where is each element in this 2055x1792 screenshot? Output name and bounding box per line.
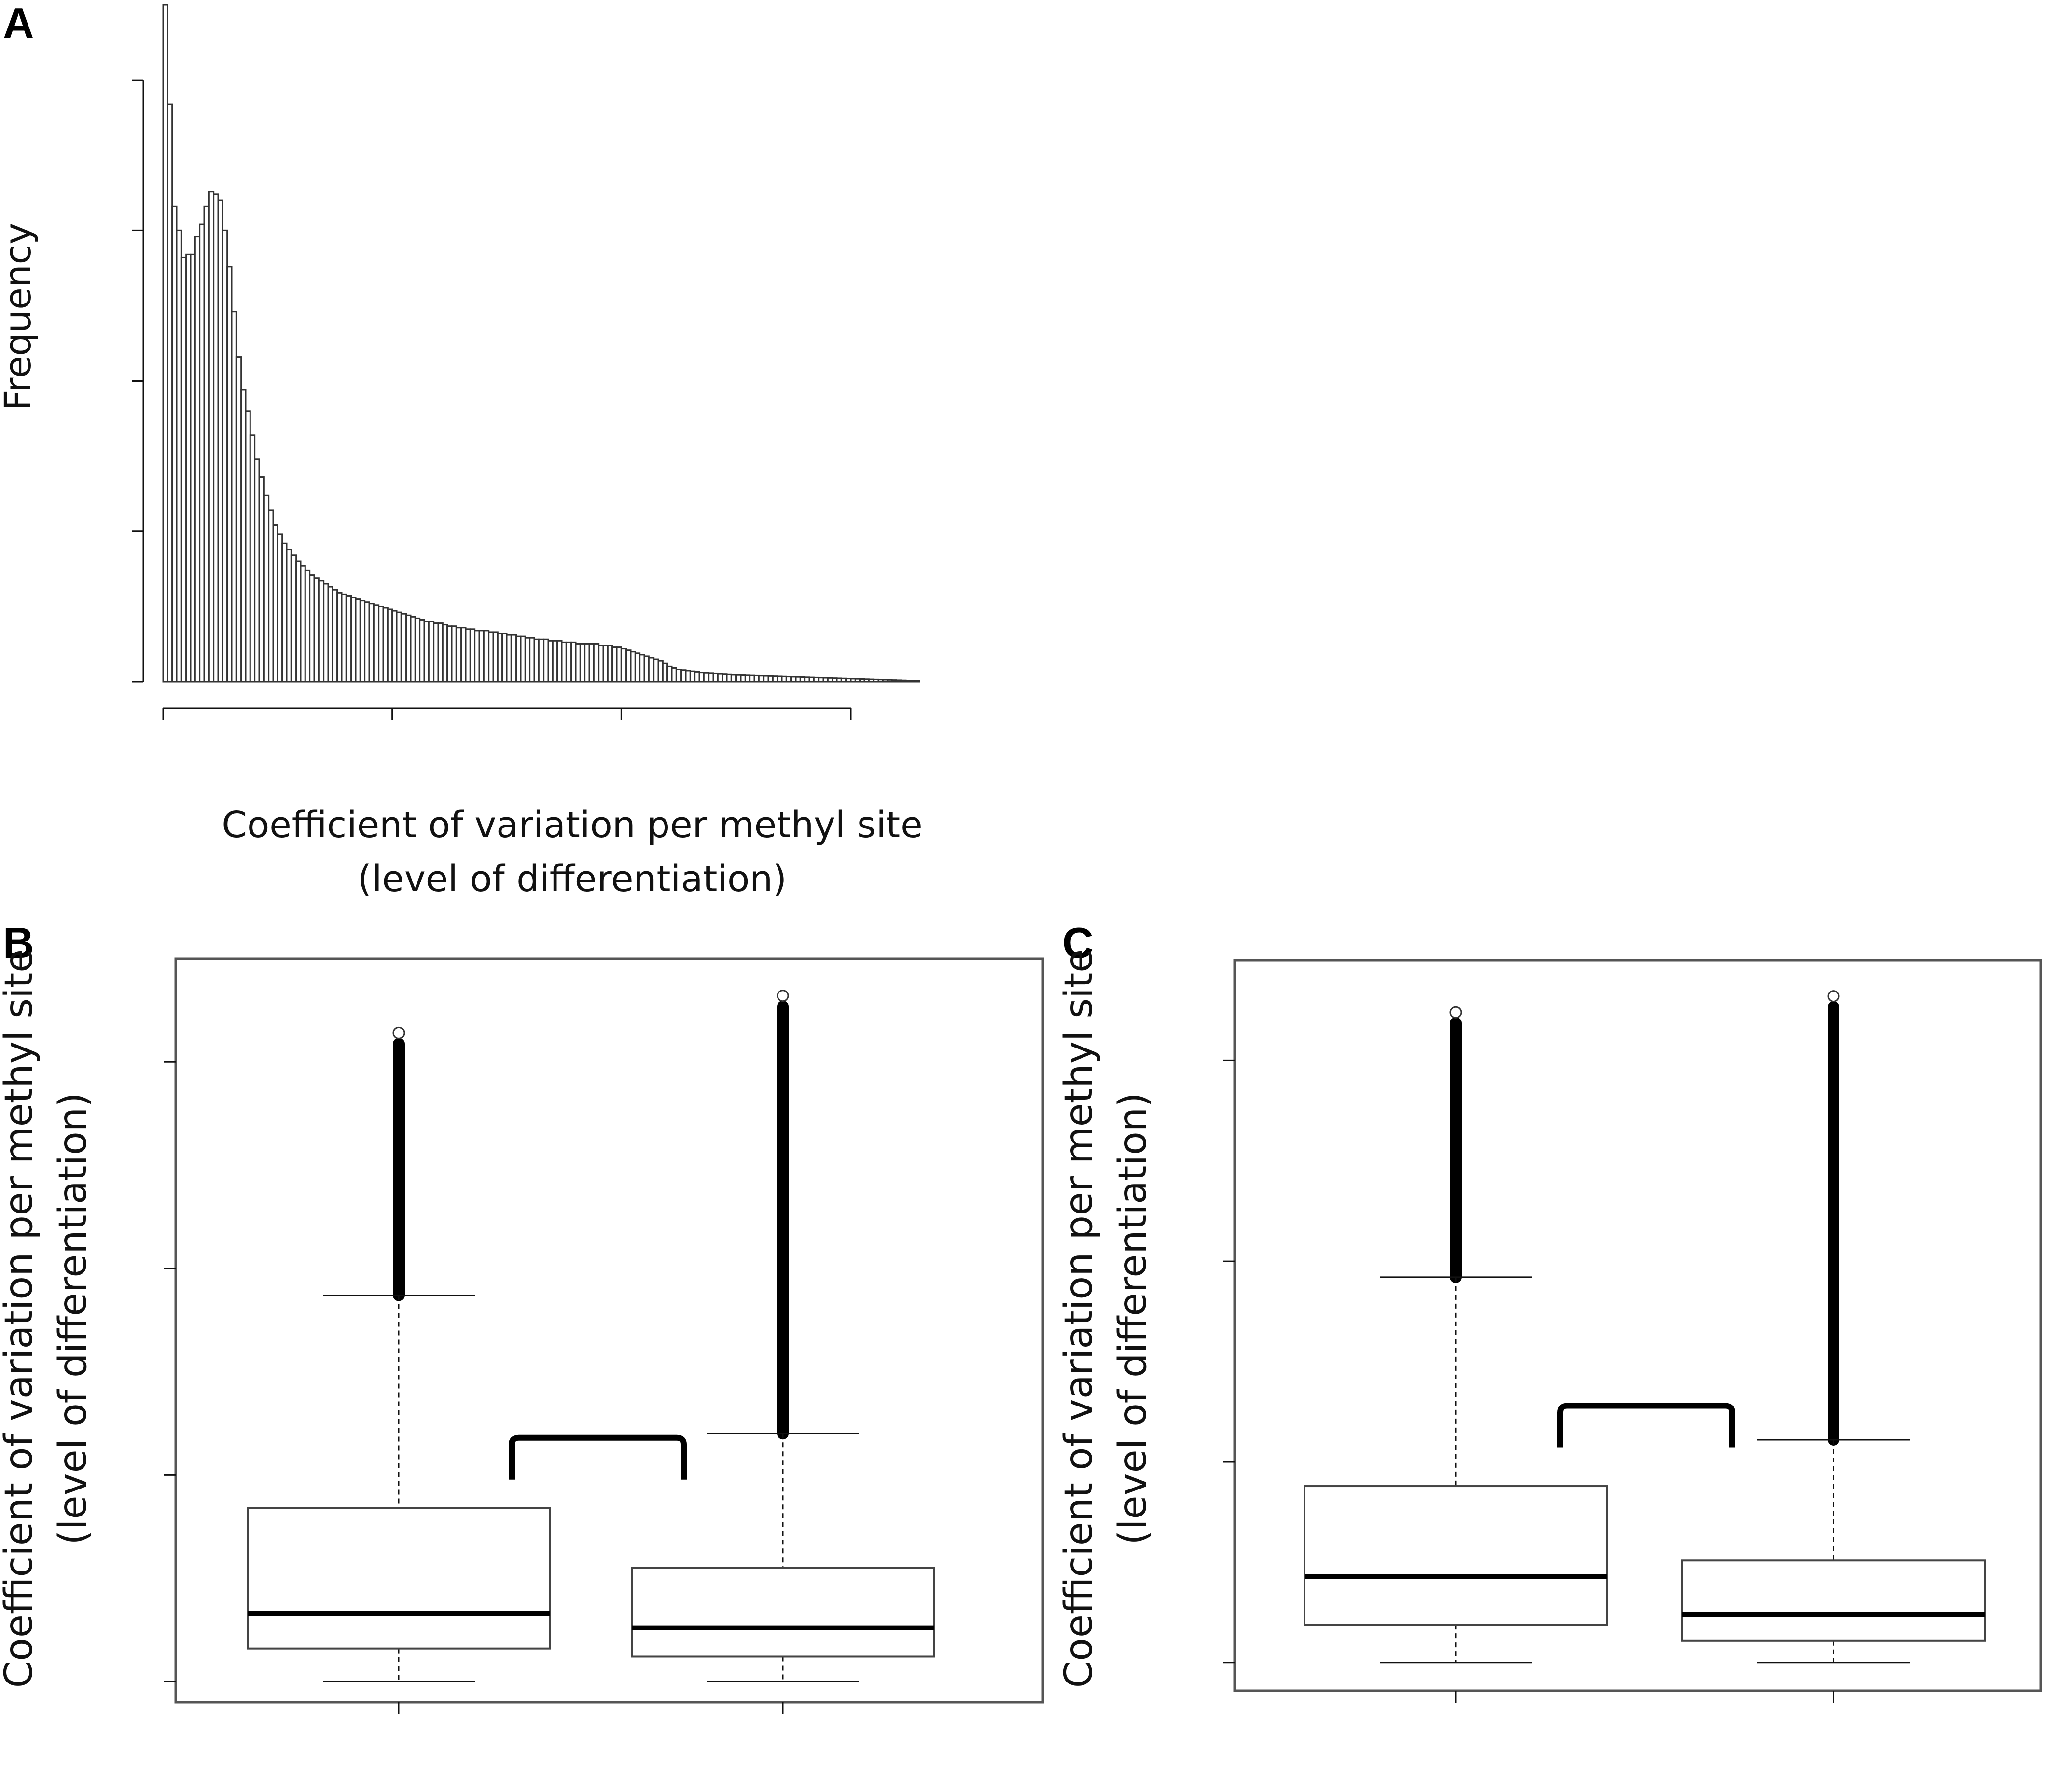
significance-bracket [1557,1403,1735,1448]
boxplot-eqtm-ylabel-line1: Coefficient of variation per methyl site [0,949,41,1688]
outlier-point [392,1026,405,1039]
box-iqr [1681,1559,1986,1642]
boxplot-eqtm-plot [164,957,1044,1714]
panel-letter-c: C [1062,918,1094,967]
histogram-xlabel-line2: (level of differentiation) [358,858,787,900]
plot-frame [1233,959,2042,1692]
panel-letter-b: B [3,918,34,967]
boxplot-mqtl-plot [1223,959,2042,1703]
outlier-point [1449,1006,1462,1019]
boxplot-mqtl-ylabel-line2: (level of differentiation) [1111,1092,1155,1544]
histogram-bars [162,4,920,683]
histogram-axes [132,79,852,720]
histogram-bar [914,680,920,683]
panel-letter-a: A [3,0,34,48]
boxplot-eqtm-ylabel-line2: (level of differentiation) [51,1092,95,1544]
significance-bracket [509,1434,687,1480]
histogram-ylabel: Frequency [0,223,39,411]
boxplot-mqtl-ylabel-line1: Coefficient of variation per methyl site [1057,949,1101,1688]
boxplot-panel-mqtl: Coefficient of variation per methyl site… [1057,949,2042,1703]
plot-frame [174,957,1044,1704]
box-iqr [247,1507,551,1650]
histogram-xlabel-line1: Coefficient of variation per methyl site [222,804,922,846]
outlier-point [777,990,789,1002]
box-iqr [631,1567,935,1658]
histogram-panel: Frequency Coefficient of variation per m… [0,4,923,900]
boxplot-panel-eqtm: Coefficient of variation per methyl site… [0,949,1044,1714]
outlier-point [1827,990,1840,1003]
box-iqr [1304,1485,1608,1626]
